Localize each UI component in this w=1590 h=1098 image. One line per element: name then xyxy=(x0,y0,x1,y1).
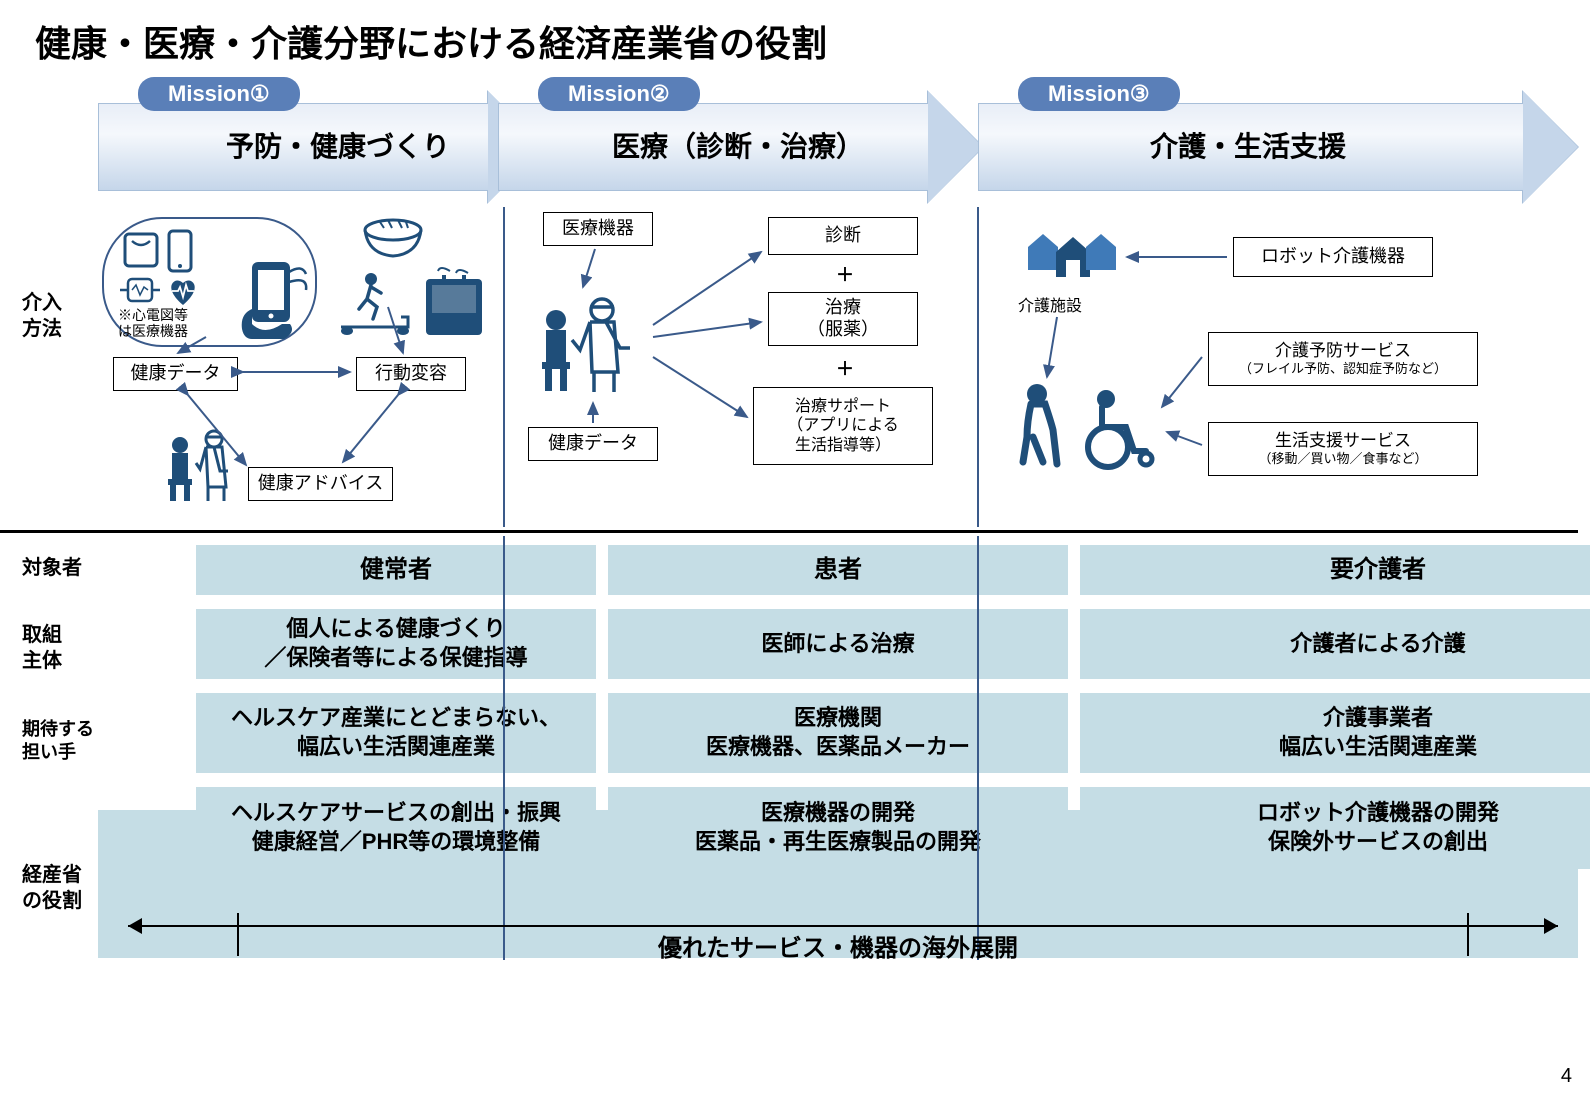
table-cell-r3-c2: ロボット介護機器の開発保険外サービスの創出 xyxy=(1080,787,1590,869)
overseas-row: 優れたサービス・機器の海外展開 xyxy=(98,908,1578,960)
mission-arrow-row: Mission① 予防・健康づくり Mission② 医療（診断・治療） Mission… xyxy=(98,77,1578,207)
table-vline-2 xyxy=(977,536,979,960)
overseas-label: 優れたサービス・機器の海外展開 xyxy=(98,928,1578,963)
diagram-area: ※心電図等は医療機器 健康データ 行動変容 健康アドバイス xyxy=(98,207,1578,527)
table-cell-r3-c1: 医療機器の開発医薬品・再生医療製品の開発 xyxy=(608,787,1068,869)
row-label-actor: 取組主体 xyxy=(22,622,62,674)
row-label-intervention: 介入方法 xyxy=(22,290,62,342)
col1-arrows xyxy=(98,207,503,527)
table-vline-1 xyxy=(503,536,505,960)
col2-arrows xyxy=(503,207,977,527)
row-label-target: 対象者 xyxy=(22,555,82,581)
table-cell-r2-c1: 医療機関医療機器、医薬品メーカー xyxy=(608,693,1068,773)
table-cell-r2-c2: 介護事業者幅広い生活関連産業 xyxy=(1080,693,1590,773)
table-cell-r0-c1: 患者 xyxy=(608,545,1068,595)
mission-label-1: 予防・健康づくり xyxy=(188,125,488,165)
horizontal-divider xyxy=(0,530,1578,533)
page-title: 健康・医療・介護分野における経済産業省の役割 xyxy=(0,0,1590,77)
table-cell-r0-c2: 要介護者 xyxy=(1080,545,1590,595)
table-cell-r3-c0: ヘルスケアサービスの創出・振興健康経営／PHR等の環境整備 xyxy=(196,787,596,869)
table-area: 健常者患者要介護者個人による健康づくり／保険者等による保健指導医師による治療介護… xyxy=(196,545,1566,895)
table-cell-r2-c0: ヘルスケア産業にとどまらない、幅広い生活関連産業 xyxy=(196,693,596,773)
page-number: 4 xyxy=(1561,1065,1572,1088)
mission-badge-3: Mission③ xyxy=(1018,77,1180,111)
table-cell-r1-c2: 介護者による介護 xyxy=(1080,609,1590,679)
table-cell-r1-c0: 個人による健康づくり／保険者等による保健指導 xyxy=(196,609,596,679)
mission-label-2: 医療（診断・治療） xyxy=(588,125,888,165)
table-cell-r0-c0: 健常者 xyxy=(196,545,596,595)
mission-badge-1: Mission① xyxy=(138,77,300,111)
table-cell-r1-c1: 医師による治療 xyxy=(608,609,1068,679)
mission-badge-2: Mission② xyxy=(538,77,700,111)
mission-label-3: 介護・生活支援 xyxy=(1098,125,1398,165)
col3-arrows xyxy=(977,207,1577,527)
row-label-meti: 経産省の役割 xyxy=(22,862,82,914)
row-label-bearer: 期待する担い手 xyxy=(22,718,94,765)
